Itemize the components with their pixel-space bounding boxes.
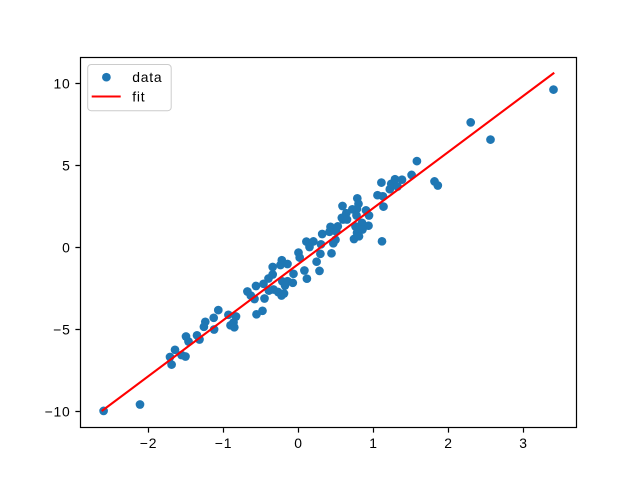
svg-text:0: 0 xyxy=(62,239,71,255)
svg-text:−10: −10 xyxy=(45,403,71,419)
svg-text:−2: −2 xyxy=(140,435,157,451)
svg-text:−5: −5 xyxy=(53,321,70,337)
svg-text:3: 3 xyxy=(519,435,528,451)
svg-text:10: 10 xyxy=(54,75,71,91)
svg-text:data: data xyxy=(132,69,162,85)
svg-text:0: 0 xyxy=(294,435,303,451)
svg-text:5: 5 xyxy=(62,157,71,173)
svg-text:2: 2 xyxy=(444,435,453,451)
svg-text:fit: fit xyxy=(132,88,145,104)
svg-text:−1: −1 xyxy=(215,435,232,451)
svg-text:1: 1 xyxy=(369,435,378,451)
